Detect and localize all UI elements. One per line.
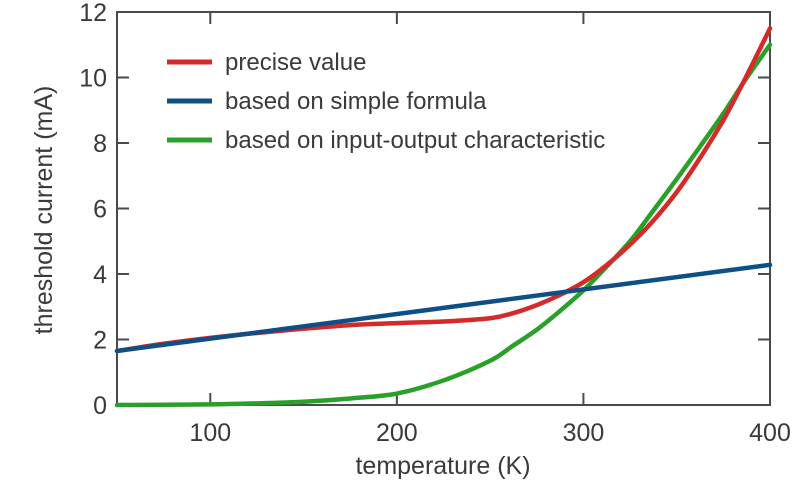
y-tick-label: 10 [79, 65, 107, 93]
legend-label: based on input-output characteristic [225, 127, 605, 154]
series-line-0 [114, 26, 773, 354]
x-tick-label: 200 [376, 419, 418, 447]
y-tick-label: 4 [93, 261, 107, 289]
x-tick-label: 400 [749, 419, 791, 447]
x-axis-label: temperature (K) [355, 452, 530, 480]
series-line-2 [114, 42, 773, 408]
legend-label: based on simple formula [225, 88, 487, 115]
y-tick-label: 6 [93, 196, 107, 224]
legend-label: precise value [225, 49, 366, 76]
y-tick-label: 12 [79, 0, 107, 27]
series-line-1 [114, 262, 773, 354]
plot-area [116, 11, 771, 406]
y-axis-label: threshold current (mA) [30, 86, 58, 335]
y-tick-label: 0 [93, 392, 107, 420]
x-tick-label: 300 [563, 419, 605, 447]
y-tick-label: 8 [93, 130, 107, 158]
legend: precise value based on simple formula base… [167, 49, 605, 154]
y-tick-label: 2 [93, 327, 107, 355]
x-tick-label: 100 [189, 419, 231, 447]
